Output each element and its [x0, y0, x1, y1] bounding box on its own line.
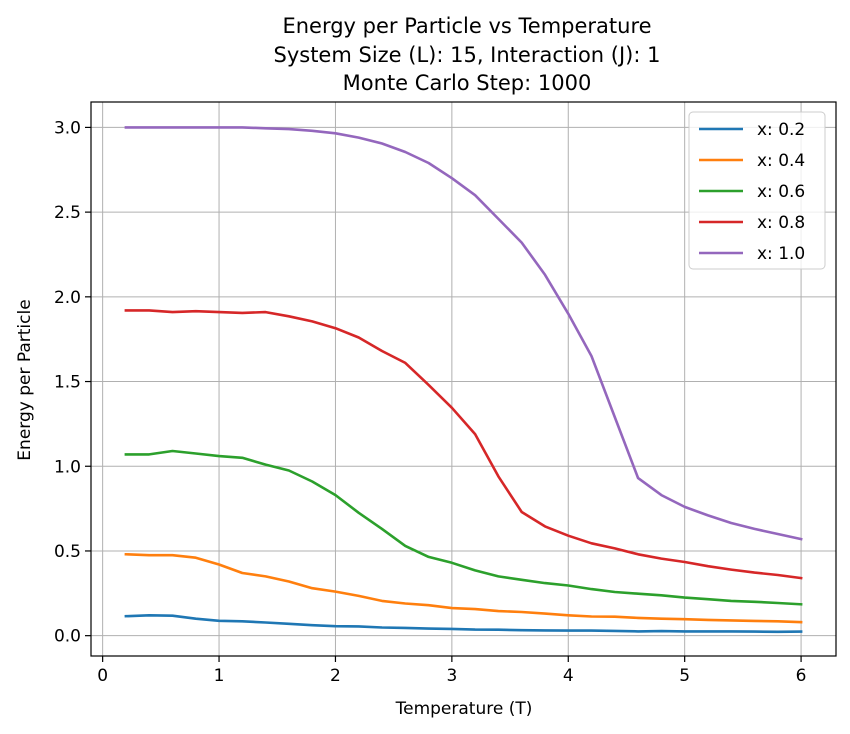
plot-frame [90, 101, 837, 657]
x-tick-label: 3 [446, 666, 457, 686]
legend-label-0: x: 0.2 [757, 120, 805, 140]
x-tick-label: 5 [679, 666, 690, 686]
x-tick-label: 4 [563, 666, 574, 686]
legend-label-2: x: 0.6 [757, 182, 805, 202]
series-line-1 [124, 552, 803, 624]
x-axis-label: Temperature (T) [395, 699, 533, 719]
series-lines [124, 126, 803, 634]
x-tick-label: 6 [796, 666, 807, 686]
y-tick-label: 0.5 [54, 542, 81, 562]
legend-label-3: x: 0.8 [757, 213, 805, 233]
y-tick-label: 1.5 [54, 373, 81, 393]
series-line-2 [124, 449, 803, 606]
series-line-4 [124, 126, 803, 541]
series-line-3 [124, 309, 803, 580]
y-tick-label: 0.0 [54, 627, 81, 647]
chart-title-line-2: System Size (L): 15, Interaction (J): 1 [274, 43, 661, 67]
y-tick-label: 2.5 [54, 203, 81, 223]
series-line-0 [124, 613, 803, 634]
y-tick-label: 3.0 [54, 118, 81, 138]
legend-box [688, 111, 826, 270]
chart-title-line-1: Energy per Particle vs Temperature [282, 14, 651, 38]
legend-label-4: x: 1.0 [757, 244, 805, 264]
y-tick-label: 1.0 [54, 457, 81, 477]
x-tick-label: 0 [97, 666, 108, 686]
x-tick-label: 1 [214, 666, 225, 686]
chart-title-line-3: Monte Carlo Step: 1000 [343, 71, 592, 95]
x-tick-label: 2 [330, 666, 341, 686]
legend: x: 0.2 x: 0.4 x: 0.6 x: 0.8 x: 1.0 [688, 111, 826, 270]
y-axis-label: Energy per Particle [15, 299, 35, 460]
chart-title: Energy per Particle vs Temperature Syste… [274, 14, 661, 95]
axis-ticks: 0 1 2 3 4 5 6 0.0 0.5 1.0 1.5 2.0 2.5 3.0 [54, 118, 807, 686]
y-tick-label: 2.0 [54, 288, 81, 308]
legend-label-1: x: 0.4 [757, 151, 805, 171]
